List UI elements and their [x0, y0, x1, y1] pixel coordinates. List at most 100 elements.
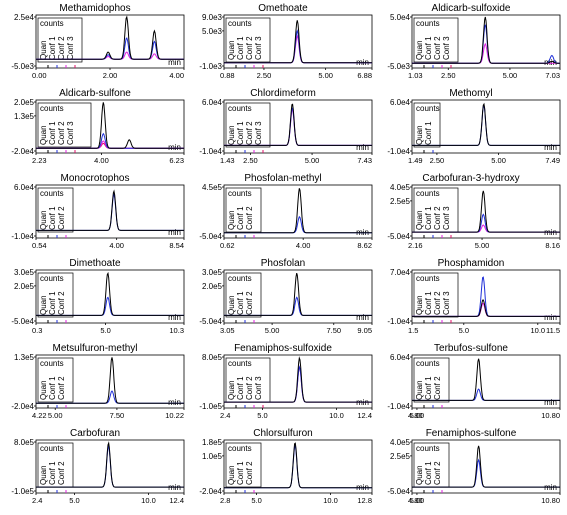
- chart-title: Omethoate: [258, 3, 308, 14]
- trace-quan: [412, 445, 560, 488]
- trace-quan: [224, 103, 372, 146]
- legend-box: [225, 187, 262, 233]
- y-tick-label: 2.0e5: [13, 281, 34, 291]
- y-tick-label: -1.0e5: [199, 402, 222, 411]
- legend-entry: Conf 3: [442, 291, 451, 315]
- chart-title: Phosphamidon: [437, 258, 505, 269]
- legend-entry: Conf 1: [236, 121, 245, 145]
- legend-entry: Quan: [39, 465, 48, 485]
- legend-entry: Conf 3: [66, 36, 75, 60]
- x-unit-label: min: [356, 143, 369, 152]
- trace-quan: [224, 272, 372, 316]
- legend-entry: Conf 1: [236, 291, 245, 315]
- legend-entry: Quan: [415, 465, 424, 485]
- legend-box: [413, 357, 450, 403]
- x-tick-label: 7.03: [545, 71, 560, 80]
- legend-entry: Quan: [415, 295, 424, 315]
- plot-frame: [223, 14, 373, 69]
- x-tick-label: 5.0: [459, 326, 469, 335]
- legend-entry: Conf 2: [433, 291, 442, 315]
- y-tick-label: 8.0e5: [13, 438, 34, 447]
- chart-title: Aldicarb-sulfone: [59, 88, 131, 99]
- y-tick-label: 9.0e3: [201, 13, 222, 22]
- legend-entry: Conf 1: [424, 36, 433, 60]
- legend-entry: Conf 2: [433, 461, 442, 485]
- x-tick-label: 8.62: [357, 241, 372, 250]
- y-tick-label: 6.0e4: [389, 353, 410, 362]
- x-tick-label: 4.00: [109, 241, 124, 250]
- x-tick-label: 10.3: [169, 326, 184, 335]
- y-tick-label: 2.0e5: [201, 281, 222, 291]
- legend-counts: counts: [228, 444, 252, 453]
- legend-entry: Quan: [39, 295, 48, 315]
- legend-entry: Quan: [415, 210, 424, 230]
- legend-entry: Conf 1: [48, 291, 57, 315]
- chromatogram-panel: Terbufos-sulfone 4.80 5.00 10.80 min counts Qu…: [378, 342, 564, 425]
- chart-svg: 0.00 2.00 4.00 min counts Quan Conf 1 Conf 2 Con…: [32, 14, 185, 80]
- y-tick-label: 2.5e4: [13, 13, 34, 22]
- legend-entry: Quan: [39, 40, 48, 60]
- legend-entry: Conf 2: [245, 36, 254, 60]
- chart-svg: 1.49 2.50 5.00 7.49 min counts Quan Conf 1: [408, 99, 561, 165]
- chart-title: Chlorsulfuron: [253, 428, 313, 439]
- x-tick-label: 4.22: [32, 411, 47, 420]
- legend-entry: Conf 1: [48, 36, 57, 60]
- trace-quan: [36, 15, 184, 60]
- x-tick-label: 10.80: [541, 496, 560, 505]
- y-tick-label: -1.0e4: [387, 147, 410, 156]
- legend-counts: counts: [416, 274, 440, 283]
- chromatogram-panel: Phosphamidon 1.5 5.0 10.0 11.5 min counts Quan C…: [378, 257, 564, 340]
- legend-entry: Conf 2: [57, 291, 66, 315]
- x-tick-label: 0.3: [32, 326, 42, 335]
- legend-entry: Conf 3: [254, 36, 263, 60]
- y-tick-label: 4.5e5: [201, 183, 222, 192]
- y-tick-label: 2.5e5: [389, 451, 410, 461]
- legend-counts: counts: [40, 104, 64, 113]
- y-tick-label: 6.0e4: [13, 183, 34, 192]
- x-tick-label: 10.0: [323, 496, 338, 505]
- chart-title: Fenamiphos-sulfone: [425, 428, 517, 439]
- chromatogram-panel: Methamidophos 0.00 2.00 4.00 min counts Quan Co…: [2, 2, 188, 85]
- x-tick-label: 11.5: [546, 326, 560, 335]
- legend-box: [37, 102, 92, 148]
- trace-quan: [36, 441, 184, 488]
- plot-frame: [411, 354, 561, 409]
- legend-entry: Conf 3: [442, 206, 451, 230]
- y-tick-label: -5.0e4: [11, 317, 34, 326]
- legend-entry: Conf 1: [236, 206, 245, 230]
- plot-frame: [35, 354, 185, 409]
- legend-entry: Conf 2: [433, 376, 442, 400]
- trace-quan: [224, 20, 372, 64]
- x-tick-label: 5.00: [318, 71, 333, 80]
- x-tick-label: 2.23: [32, 156, 47, 165]
- chart-title: Phosfolan: [260, 258, 306, 269]
- chart-svg: 0.3 5.0 10.3 min counts Quan Conf 1 Conf 2: [32, 269, 185, 335]
- legend-entry: Conf 3: [66, 121, 75, 145]
- y-tick-label: 2.0e5: [13, 98, 34, 107]
- legend-entry: Quan: [227, 295, 236, 315]
- x-tick-label: 4.80: [408, 496, 423, 505]
- y-tick-label: 6.0e4: [389, 98, 410, 107]
- legend-entry: Conf 3: [254, 376, 263, 400]
- y-tick-label: 6.0e4: [201, 98, 222, 107]
- plot-frame: [35, 184, 185, 239]
- x-unit-label: min: [168, 398, 181, 407]
- y-tick-label: -2.0e4: [11, 402, 34, 411]
- legend-box: [37, 187, 74, 233]
- x-tick-label: 2.50: [243, 156, 258, 165]
- y-tick-label: 1.3e5: [13, 353, 34, 362]
- legend-box: [413, 102, 441, 148]
- legend-entry: Conf 1: [424, 461, 433, 485]
- legend-entry: Conf 1: [424, 121, 433, 145]
- legend-entry: Conf 1: [424, 291, 433, 315]
- trace-quan: [36, 357, 184, 404]
- trace-quan: [412, 358, 560, 401]
- chromatogram-panel: Phosfolan 3.05 5.00 7.50 9.05 min counts Quan Co…: [190, 257, 376, 340]
- x-tick-label: 10.0: [141, 496, 156, 505]
- x-unit-label: min: [168, 228, 181, 237]
- y-tick-label: -2.0e4: [11, 147, 34, 156]
